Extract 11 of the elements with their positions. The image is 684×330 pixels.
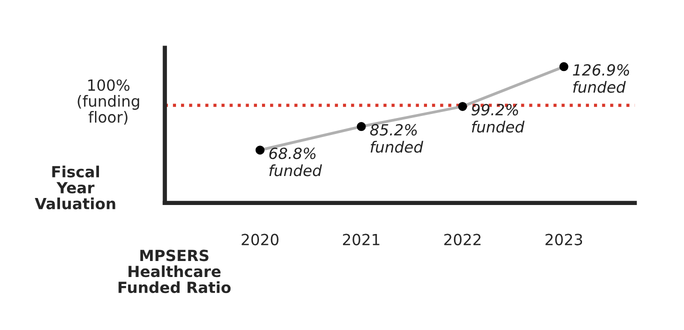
x-axis-title: Fiscal Year Valuation bbox=[34, 166, 116, 210]
data-label: 99.2% funded bbox=[472, 104, 525, 133]
data-label: 68.8% funded bbox=[269, 148, 322, 176]
x-tick-label: 2020 bbox=[242, 234, 278, 246]
x-tick-label: 2023 bbox=[546, 234, 582, 246]
data-label: 85.2% funded bbox=[370, 124, 424, 153]
x-tick-label: 2021 bbox=[342, 234, 380, 246]
x-tick-label: 2022 bbox=[444, 234, 480, 246]
data-label: 126.9% funded bbox=[572, 64, 630, 93]
ref-line-label: 100% (funding floor) bbox=[78, 79, 140, 125]
y-axis-title: MPSERS Healthcare Funded Ratio bbox=[118, 250, 231, 294]
